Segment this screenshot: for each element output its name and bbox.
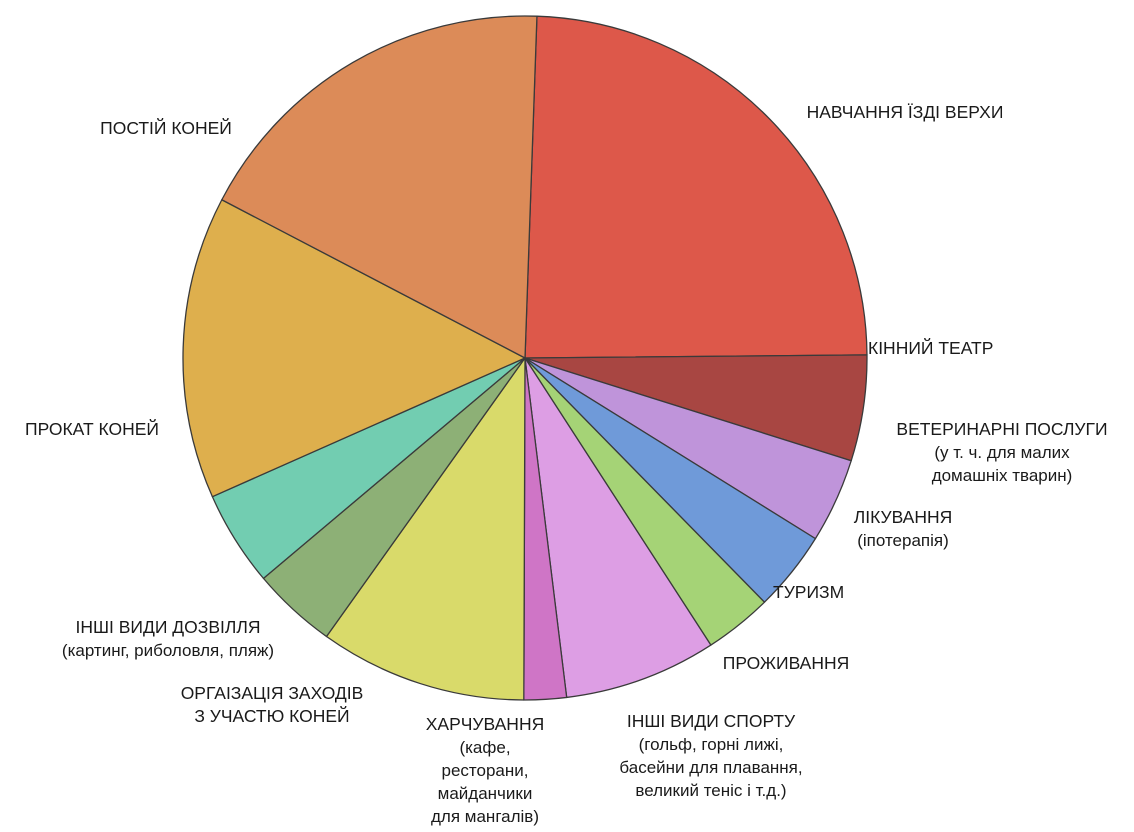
slice-label-6: ПРОЖИВАННЯ [723,653,850,673]
slice-label-1: НАВЧАННЯ ЇЗДІ ВЕРХИ [807,102,1004,122]
pie-labels: НАВЧАННЯ ЇЗДІ ВЕРХИ КІННИЙ ТЕАТР ВЕТЕРИНАР… [25,102,1108,826]
slice-label-12: ПОСТІЙ КОНЕЙ [100,117,232,138]
slice-label-10: ІНШІ ВИДИ ДОЗВІЛЛЯ (картинг, риболовля, п… [62,617,274,660]
slice-label-7: ІНШІ ВИДИ СПОРТУ (гольф, горні лижі, басей… [619,711,802,800]
pie-slice-1 [524,15,868,359]
slice-label-8: ХАРЧУВАННЯ (кафе, ресторани, майданчики для … [426,714,544,826]
slice-label-4: ЛІКУВАННЯ (іпотерапія) [854,507,953,550]
pie-slice-12 [221,15,538,359]
pie-slices [182,15,868,701]
slice-label-3: ВЕТЕРИНАРНІ ПОСЛУГИ (у т. ч. для малих дом… [896,419,1107,485]
slice-label-9: ОРГАІЗАЦІЯ ЗАХОДІВ З УЧАСТЮ КОНЕЙ [181,683,364,726]
pie-slice-11 [182,199,526,498]
slice-label-11: ПРОКАТ КОНЕЙ [25,418,159,439]
slice-label-2: КІННИЙ ТЕАТР [868,337,993,358]
pie-slice-6 [524,357,712,699]
slice-label-5: ТУРИЗМ [773,582,844,602]
pie-slice-8 [325,357,526,701]
